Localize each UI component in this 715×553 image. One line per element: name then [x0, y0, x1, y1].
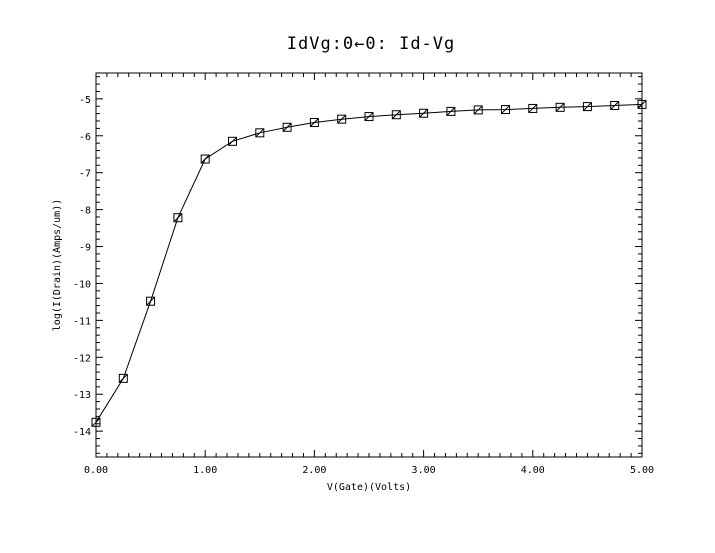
marker-square: [337, 114, 347, 124]
marker-diagonal: [91, 417, 101, 427]
marker-square: [364, 112, 374, 122]
marker-diagonal: [583, 102, 592, 111]
marker-square: [528, 103, 538, 113]
marker-square: [309, 117, 319, 127]
data-point: [501, 105, 510, 115]
marker-square: [200, 154, 210, 164]
data-point: [146, 296, 156, 306]
marker-square: [146, 296, 156, 306]
marker-diagonal: [173, 213, 183, 223]
x-tick-label: 2.00: [302, 465, 326, 476]
data-point: [91, 417, 101, 427]
x-tick-label: 4.00: [521, 465, 545, 476]
data-point: [173, 213, 183, 223]
marker-diagonal: [501, 105, 510, 114]
data-point: [118, 373, 128, 383]
marker-square: [118, 373, 128, 383]
marker-square: [610, 100, 620, 110]
data-point: [391, 110, 401, 120]
data-point: [364, 112, 374, 122]
marker-diagonal: [419, 108, 428, 118]
marker-diagonal: [310, 118, 319, 127]
marker-square: [391, 110, 401, 120]
marker-square: [173, 213, 183, 223]
data-point: [337, 114, 347, 124]
marker-square: [501, 105, 510, 115]
x-axis-label: V(Gate)(Volts): [327, 482, 411, 493]
y-tick-label: -12: [73, 353, 91, 364]
marker-square: [419, 108, 429, 118]
marker-diagonal: [610, 101, 620, 110]
y-tick-label: -13: [73, 390, 91, 401]
axis-ticks: [95, 73, 643, 457]
data-point: [446, 106, 456, 116]
y-tick-label: -6: [79, 132, 91, 143]
data-point: [228, 136, 237, 146]
y-tick-label: -5: [79, 95, 91, 106]
marker-square: [555, 102, 565, 112]
data-point: [473, 105, 483, 115]
marker-diagonal: [473, 105, 483, 115]
series-line: [95, 103, 643, 423]
marker-diagonal: [118, 374, 128, 383]
marker-square: [582, 102, 592, 112]
y-tick-label: -10: [73, 279, 91, 290]
marker-square: [473, 105, 483, 115]
y-axis-label: log(I(Drain)(Amps/um)): [52, 199, 63, 331]
marker-square: [91, 417, 101, 427]
marker-diagonal: [200, 154, 210, 164]
data-point: [637, 99, 647, 109]
marker-square: [228, 136, 237, 146]
data-point: [555, 102, 565, 112]
x-tick-labels: 0.00 1.00 2.00 3.00 4.00 5.00: [84, 465, 654, 476]
marker-diagonal: [391, 110, 401, 120]
marker-diagonal: [146, 296, 155, 306]
marker-diagonal: [337, 114, 347, 124]
marker-diagonal: [555, 102, 565, 112]
x-tick-label: 1.00: [193, 465, 217, 476]
data-point: [419, 108, 429, 118]
marker-diagonal: [446, 107, 456, 116]
plot-frame: [95, 72, 643, 458]
data-point: [582, 102, 592, 112]
data-markers: [91, 99, 647, 427]
y-tick-labels: -5 -6 -7 -8 -9 -10 -11 -12 -13 -14: [73, 95, 91, 438]
marker-diagonal: [528, 104, 538, 113]
y-tick-label: -8: [79, 206, 91, 217]
marker-diagonal: [255, 128, 265, 138]
data-point: [282, 122, 292, 132]
data-point: [200, 154, 210, 164]
y-tick-label: -7: [79, 169, 91, 180]
y-tick-label: -14: [73, 427, 91, 438]
y-tick-label: -11: [73, 316, 91, 327]
marker-square: [255, 128, 265, 138]
data-point: [610, 100, 620, 110]
chart-title: IdVg:0←0: Id-Vg: [287, 34, 456, 54]
data-point: [255, 128, 265, 138]
data-point: [528, 103, 538, 113]
marker-square: [282, 122, 292, 132]
marker-square: [446, 106, 456, 116]
x-tick-label: 5.00: [630, 465, 654, 476]
marker-diagonal: [228, 136, 237, 146]
marker-diagonal: [282, 122, 292, 132]
data-point: [309, 117, 319, 127]
x-tick-label: 0.00: [84, 465, 108, 476]
y-tick-label: -9: [79, 243, 91, 254]
marker-diagonal: [637, 100, 647, 109]
x-tick-label: 3.00: [412, 465, 436, 476]
marker-square: [637, 99, 647, 109]
marker-diagonal: [364, 112, 374, 121]
